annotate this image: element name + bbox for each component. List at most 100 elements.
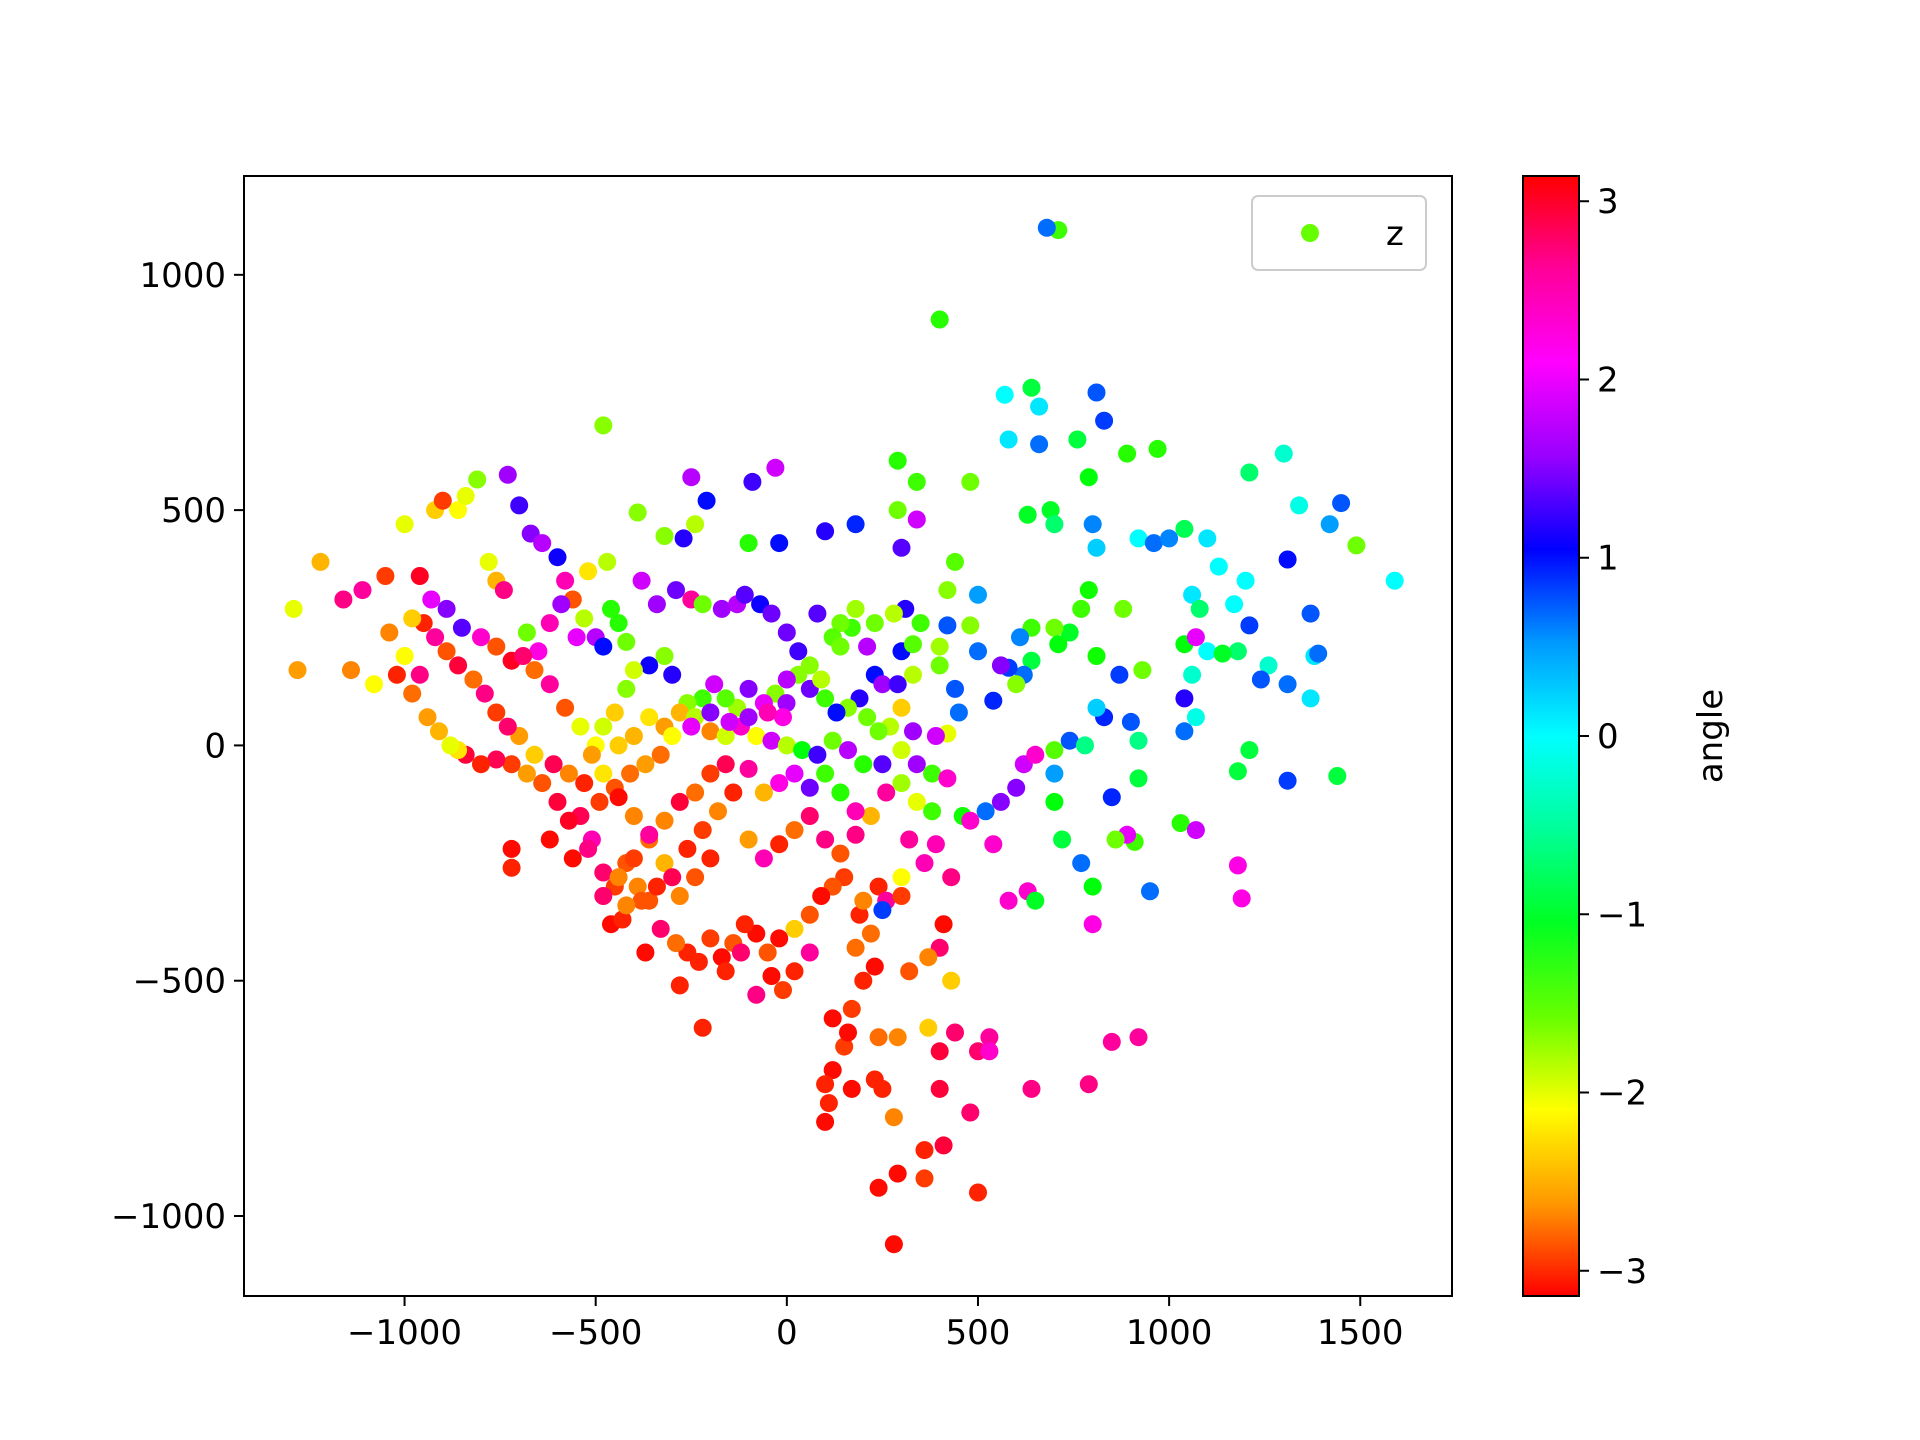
scatter-point [1175, 722, 1194, 741]
scatter-point [1332, 494, 1351, 513]
scatter-point [900, 962, 919, 981]
scatter-point [709, 802, 727, 821]
scatter-point [858, 708, 877, 727]
scatter-point [869, 877, 888, 896]
scatter-points [284, 218, 1404, 1254]
scatter-point [907, 755, 926, 774]
scatter-point [888, 501, 907, 520]
scatter-point [930, 637, 949, 656]
scatter-point [605, 703, 624, 722]
scatter-point [861, 924, 880, 943]
scatter-point [758, 943, 777, 962]
scatter-point [930, 1079, 949, 1098]
scatter-point [693, 689, 712, 708]
scatter-point [999, 430, 1018, 449]
scatter-point [1320, 515, 1339, 534]
scatter-point [823, 1009, 842, 1028]
scatter-point [888, 1028, 907, 1047]
scatter-point [831, 637, 850, 656]
scatter-point [475, 684, 494, 703]
scatter-point [762, 967, 781, 985]
scatter-point [754, 849, 773, 868]
scatter-point [548, 548, 567, 567]
scatter-point [884, 1235, 903, 1254]
scatter-point [502, 755, 521, 774]
scatter-point [663, 727, 682, 745]
scatter-point [433, 491, 452, 510]
scatter-point [1022, 1079, 1041, 1098]
scatter-point [284, 599, 303, 618]
scatter-point [915, 1141, 934, 1160]
scatter-point [1209, 557, 1228, 576]
scatter-point [785, 919, 804, 938]
scatter-point [991, 656, 1010, 675]
scatter-point [582, 745, 601, 764]
scatter-point [559, 811, 578, 830]
scatter-point [846, 515, 865, 534]
scatter-point [430, 722, 448, 741]
scatter-point [651, 745, 670, 764]
scatter-point [1171, 814, 1190, 833]
scatter-point [770, 835, 789, 854]
scatter-point [517, 623, 536, 642]
scatter-point [854, 755, 873, 774]
scatter-point [777, 736, 796, 755]
scatter-point [842, 999, 861, 1018]
scatter-point [640, 825, 659, 844]
scatter-point [712, 599, 731, 618]
scatter-point [1087, 383, 1106, 402]
scatter-point [1133, 661, 1152, 680]
scatter-point [831, 614, 850, 633]
scatter-point [670, 887, 689, 905]
scatter-point [1198, 642, 1217, 661]
legend-box [1251, 195, 1427, 271]
scatter-point [365, 675, 383, 694]
scatter-point [1240, 741, 1259, 760]
y-tick-label: 500 [161, 491, 226, 531]
scatter-point [739, 759, 758, 778]
scatter-point [525, 745, 544, 764]
scatter-point [670, 703, 689, 722]
scatter-point [1118, 444, 1137, 463]
scatter-point [701, 722, 720, 741]
scatter-point [1186, 708, 1205, 727]
scatter-point [1309, 644, 1328, 663]
scatter-point [716, 755, 735, 774]
scatter-point [712, 948, 731, 967]
scatter-point [911, 614, 930, 633]
y-tick-label: −500 [133, 962, 226, 1002]
scatter-point [617, 632, 636, 651]
scatter-point [670, 976, 689, 995]
scatter-point [846, 938, 865, 957]
scatter-point [1045, 741, 1064, 760]
scatter-point [877, 783, 896, 802]
scatter-point [873, 755, 892, 774]
scatter-point [946, 1023, 964, 1042]
scatter-point [861, 807, 880, 825]
x-tick-label: 500 [946, 1313, 1011, 1353]
scatter-point [961, 472, 980, 491]
scatter-point [934, 915, 953, 934]
scatter-point [739, 534, 758, 553]
scatter-point [1198, 529, 1217, 548]
scatter-point [686, 868, 705, 887]
scatter-point [865, 614, 884, 633]
scatter-point [888, 451, 907, 470]
scatter-point [900, 830, 919, 849]
scatter-point [533, 534, 552, 553]
scatter-point [663, 665, 682, 684]
scatter-point [701, 929, 720, 948]
scatter-point [1144, 534, 1163, 553]
colorbar-ticks: −3 −2 −1 0 1 2 3 [1579, 182, 1647, 1292]
scatter-point [1186, 628, 1205, 647]
plot-area [243, 175, 1453, 1297]
scatter-point [1225, 595, 1244, 614]
scatter-point [808, 745, 827, 764]
scatter-point [915, 1169, 934, 1188]
scatter-point [472, 628, 490, 647]
scatter-point [1011, 628, 1029, 647]
scatter-point [594, 764, 613, 783]
scatter-point [816, 1075, 835, 1094]
scatter-point [556, 571, 575, 590]
scatter-point [624, 727, 643, 745]
